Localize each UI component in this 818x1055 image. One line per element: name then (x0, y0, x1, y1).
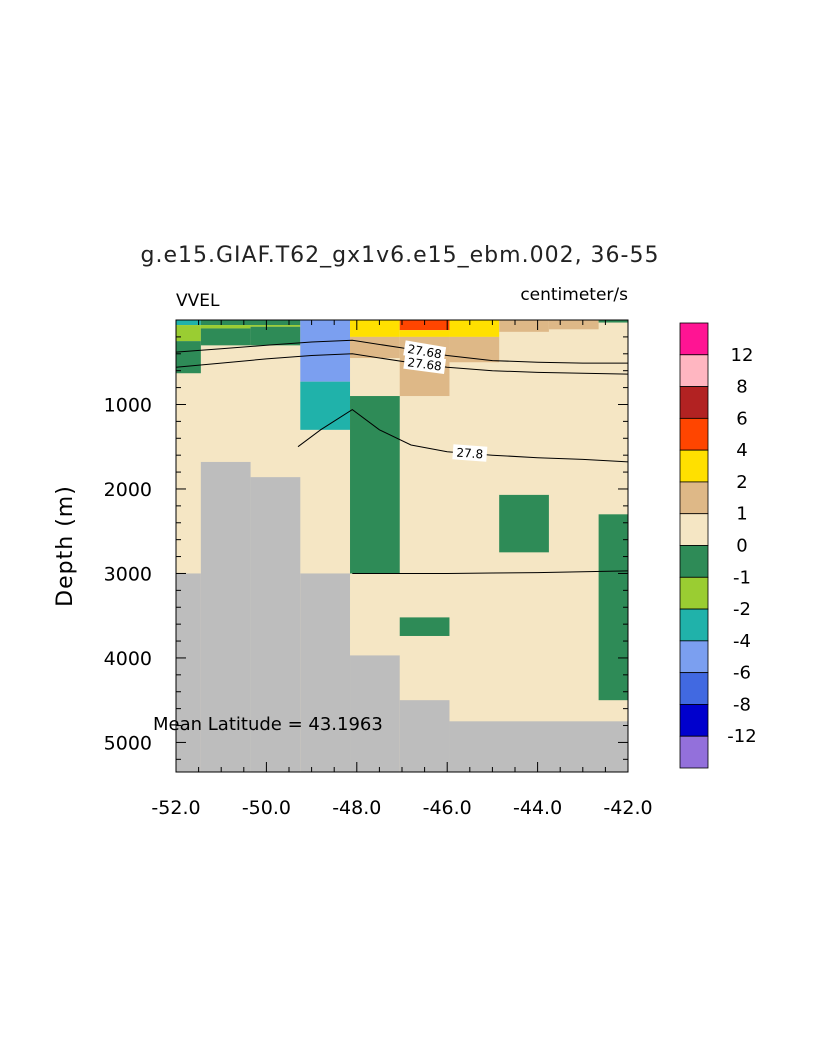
colorbar-label-5: 1 (736, 504, 747, 525)
contour-label-background-2 (452, 444, 488, 462)
land-cell-26 (250, 477, 301, 772)
mean-latitude-annotation: Mean Latitude = 43.1963 (153, 714, 383, 735)
x-axis: -52.0 -50.0 -48.0 -46.0 -44.0 -42.0 (151, 320, 653, 819)
land-cell-29 (399, 700, 450, 772)
velocity-cell-18 (548, 320, 599, 330)
velocity-cell-3 (200, 325, 251, 329)
velocity-cell-19 (350, 396, 400, 574)
colorbar-swatch-5 (679, 481, 709, 515)
x-tick-label-5: -42.0 (603, 797, 652, 819)
contour-line-3 (352, 570, 629, 574)
velocity-cell-20 (499, 494, 549, 553)
chart-title: g.e15.GIAF.T62_gx1v6.e15_ebm.002, 36-55 (141, 243, 660, 268)
contour-label-background-1 (403, 340, 447, 362)
velocity-cell-13 (449, 320, 500, 337)
colorbar-label-11: -8 (733, 694, 751, 715)
velocity-cell-1 (200, 320, 301, 326)
colorbar-swatch-2 (679, 386, 709, 419)
velocity-cell-5 (200, 328, 251, 346)
units-label: centimeter/s (520, 285, 628, 305)
colorbar-swatch-6 (679, 513, 709, 546)
contour-label-group-1: 27.68 (403, 340, 447, 362)
colorbar-label-9: -4 (733, 631, 751, 652)
land-cell-24 (176, 573, 201, 772)
colorbar-label-7: -1 (733, 567, 751, 588)
x-tick-label-2: -48.0 (332, 797, 381, 819)
velocity-cell-6 (250, 326, 301, 346)
y-tick-label-4: 5000 (104, 732, 152, 754)
colorbar-label-2: 6 (736, 408, 747, 429)
colorbar-swatch-0 (679, 322, 709, 356)
velocity-cell-10 (350, 320, 400, 337)
contour-label-group-2: 27.8 (452, 444, 488, 462)
y-tick-label-2: 3000 (104, 563, 152, 585)
colorbar-swatch-11 (679, 672, 709, 705)
colorbar: 12 8 6 4 2 1 0 -1 -2 -4 -6 -8 -12 (679, 322, 757, 769)
contour-line-0 (175, 353, 629, 375)
colorbar-swatch-8 (679, 576, 709, 610)
colorbar-label-4: 2 (736, 472, 747, 493)
colorbar-swatch-7 (679, 545, 709, 578)
velocity-cell-21 (399, 617, 450, 636)
colorbar-label-1: 8 (736, 377, 747, 398)
colorbar-label-8: -2 (733, 599, 751, 620)
velocity-cell-7 (176, 341, 201, 374)
velocity-cell-2 (176, 325, 201, 342)
colorbar-label-6: 0 (736, 536, 747, 557)
velocity-cell-12 (399, 330, 450, 337)
x-tick-label-4: -44.0 (513, 797, 562, 819)
heatmap-cells (176, 320, 628, 772)
land-cell-30 (449, 721, 628, 772)
y-tick-label-0: 1000 (104, 394, 152, 416)
land-cell-27 (300, 573, 351, 772)
colorbar-swatch-4 (679, 449, 709, 483)
velocity-cell-11 (399, 320, 450, 331)
colorbar-swatch-10 (679, 640, 709, 674)
land-cell-28 (350, 655, 400, 772)
contour-label-2: 27.8 (456, 446, 484, 462)
y-tick-label-3: 4000 (104, 648, 152, 670)
y-axis-label: Depth (m) (53, 485, 78, 607)
colorbar-label-10: -6 (733, 663, 751, 684)
colorbar-swatch-3 (679, 417, 709, 451)
velocity-cell-17 (499, 320, 549, 332)
velocity-cell-0 (176, 320, 201, 326)
variable-label: VVEL (176, 291, 220, 311)
velocity-cell-9 (300, 381, 351, 430)
y-tick-label-1: 2000 (104, 479, 152, 501)
x-tick-label-3: -46.0 (423, 797, 472, 819)
colorbar-swatch-13 (679, 735, 709, 769)
velocity-cell-4 (250, 325, 301, 327)
velocity-cell-23 (598, 320, 628, 323)
colorbar-label-12: -12 (727, 726, 756, 747)
velocity-cell-16 (449, 336, 500, 363)
colorbar-label-3: 4 (736, 440, 747, 461)
velocity-cell-8 (300, 320, 351, 382)
colorbar-swatch-9 (679, 608, 709, 642)
x-tick-label-0: -52.0 (151, 797, 200, 819)
contour-line-2 (297, 408, 629, 463)
colorbar-swatch-1 (679, 354, 709, 387)
contour-label-1: 27.68 (407, 342, 443, 361)
contour-line-1 (175, 339, 628, 364)
x-tick-label-1: -50.0 (242, 797, 291, 819)
y-axis: 1000 2000 3000 4000 5000 (104, 336, 628, 760)
land-cell-25 (200, 461, 251, 772)
colorbar-swatch-12 (679, 704, 709, 737)
colorbar-label-0: 12 (731, 345, 754, 366)
